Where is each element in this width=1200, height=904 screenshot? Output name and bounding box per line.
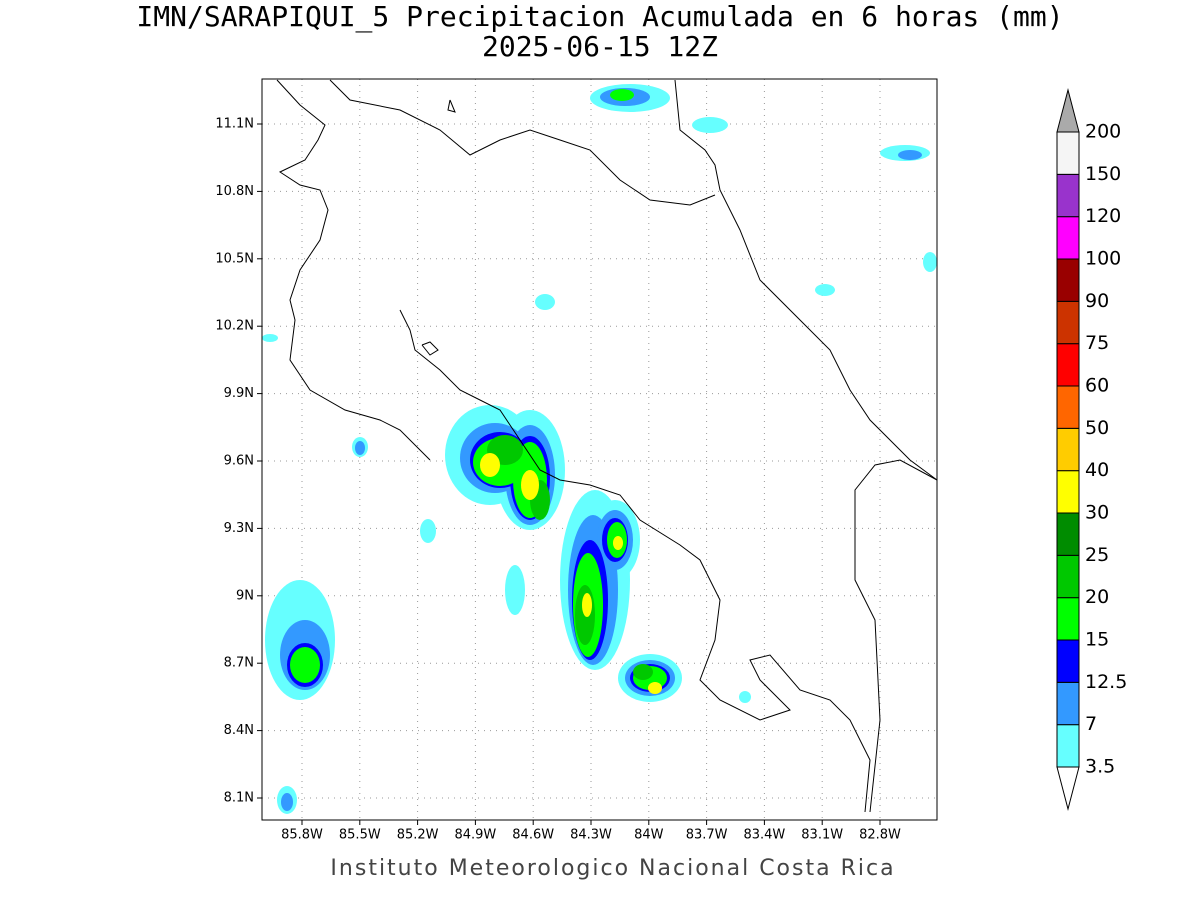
lon-label: 85.2W xyxy=(397,828,439,843)
colorbar-segment xyxy=(1056,512,1080,556)
lat-label: 10.8N xyxy=(215,184,254,199)
colorbar-label: 30 xyxy=(1085,502,1109,524)
colorbar-label: 12.5 xyxy=(1085,671,1127,693)
colorbar-label: 150 xyxy=(1085,163,1121,185)
colorbar-label: 200 xyxy=(1085,121,1121,143)
colorbar-segment xyxy=(1056,131,1080,175)
colorbar-segment xyxy=(1056,343,1080,387)
colorbar-label: 90 xyxy=(1085,290,1109,312)
colorbar-label: 15 xyxy=(1085,629,1109,651)
colorbar-under xyxy=(1056,766,1080,811)
lon-label: 84W xyxy=(634,828,664,843)
lat-label: 11.1N xyxy=(215,117,254,132)
colorbar-segment xyxy=(1056,681,1080,726)
lon-label: 83.7W xyxy=(686,828,728,843)
lat-label: 8.1N xyxy=(224,791,254,806)
colorbar-label: 120 xyxy=(1085,205,1121,227)
grid xyxy=(257,79,937,825)
colorbar-segment xyxy=(1056,300,1080,345)
axis-labels: 11.1N 10.8N 10.5N 10.2N 9.9N 9.6N 9.3N 9N 8.7N 8.… xyxy=(215,117,901,843)
colorbar-segment xyxy=(1056,470,1080,514)
colorbar-segment xyxy=(1056,385,1080,429)
lat-label: 10.5N xyxy=(215,251,254,266)
lat-label: 9.9N xyxy=(224,386,254,401)
subtitle: 2025-06-15 12Z xyxy=(482,30,718,63)
colorbar-segment xyxy=(1056,724,1080,768)
lat-label: 8.4N xyxy=(224,723,254,738)
footer: Instituto Meteorologico Nacional Costa R… xyxy=(330,856,895,881)
colorbar-segment xyxy=(1056,597,1080,641)
lon-label: 84.9W xyxy=(454,828,496,843)
lon-label: 83.4W xyxy=(743,828,785,843)
colorbar-over xyxy=(1056,88,1080,133)
lon-label: 84.6W xyxy=(512,828,554,843)
coastlines xyxy=(276,79,938,813)
colorbar-segment xyxy=(1056,554,1080,599)
lon-label: 85.5W xyxy=(339,828,381,843)
colorbar: 3.5 7 12.5 15 20 25 30 40 50 60 75 90 100 120 150 200 xyxy=(1056,88,1127,811)
colorbar-segment xyxy=(1056,173,1080,218)
lat-label: 9.6N xyxy=(224,454,254,469)
title: IMN/SARAPIQUI_5 Precipitacion Acumulada … xyxy=(136,0,1063,34)
lat-label: 9.3N xyxy=(224,521,254,536)
colorbar-label: 40 xyxy=(1085,459,1109,481)
colorbar-label: 100 xyxy=(1085,248,1121,270)
lat-label: 10.2N xyxy=(215,319,254,334)
colorbar-label: 60 xyxy=(1085,375,1109,397)
lat-label: 9N xyxy=(236,588,254,603)
colorbar-label: 50 xyxy=(1085,417,1109,439)
colorbar-segment xyxy=(1056,216,1080,260)
colorbar-segment xyxy=(1056,427,1080,472)
lon-label: 84.3W xyxy=(570,828,612,843)
colorbar-label: 20 xyxy=(1085,586,1109,608)
precipitation xyxy=(262,84,937,814)
lon-label: 85.8W xyxy=(281,828,323,843)
colorbar-label: 7 xyxy=(1085,713,1097,735)
colorbar-segment xyxy=(1056,258,1080,302)
map-frame xyxy=(261,78,938,821)
lon-label: 83.1W xyxy=(801,828,843,843)
colorbar-label: 3.5 xyxy=(1085,756,1115,778)
lat-label: 8.7N xyxy=(224,656,254,671)
colorbar-segment xyxy=(1056,639,1080,683)
lon-label: 82.8W xyxy=(859,828,901,843)
colorbar-label: 75 xyxy=(1085,332,1109,354)
colorbar-label: 25 xyxy=(1085,544,1109,566)
